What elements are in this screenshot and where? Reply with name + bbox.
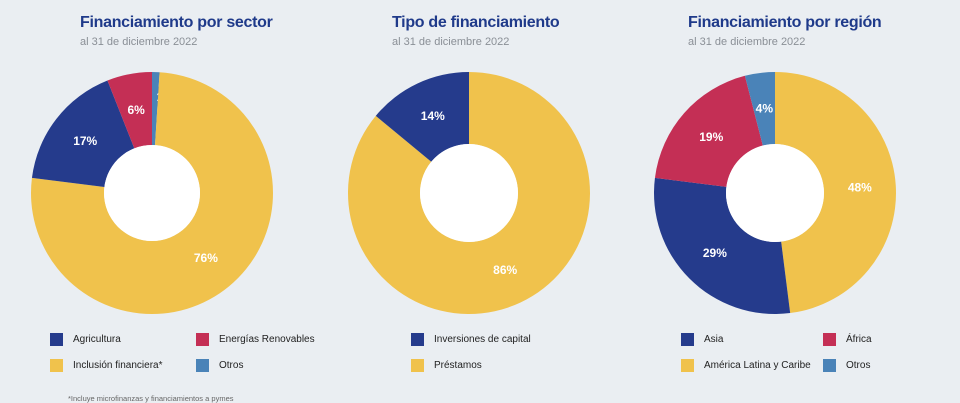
legend-swatch — [411, 359, 424, 372]
legend-item-asia: Asia — [681, 333, 723, 346]
legend-label: Inclusión financiera* — [73, 360, 163, 371]
slice-percent-label: 86% — [493, 263, 517, 277]
legend-item-inversiones: Inversiones de capital — [411, 333, 531, 346]
slice-percent-label: 48% — [848, 181, 872, 195]
slice-otros — [744, 72, 775, 146]
slice-percent-label: 29% — [703, 246, 727, 260]
legend-item-energias: Energías Renovables — [196, 333, 315, 346]
legend-swatch — [681, 359, 694, 372]
slice--frica — [654, 75, 763, 187]
legend-swatch — [50, 333, 63, 346]
legend-swatch — [681, 333, 694, 346]
legend-item-africa: África — [823, 333, 872, 346]
donut-hole — [420, 144, 518, 242]
legend-label: Agricultura — [73, 334, 121, 345]
legend-label: Otros — [219, 360, 244, 371]
chart-subtitle-sector: al 31 de diciembre 2022 — [80, 36, 198, 48]
slice-am-rica-latina-y-caribe — [775, 72, 896, 314]
legend-label: África — [846, 334, 872, 345]
slice-percent-label: 6% — [127, 103, 145, 117]
footnote: *Incluye microfinanzas y financiamientos… — [68, 393, 234, 403]
donut-hole — [726, 144, 824, 242]
donut-chart-tipo: 86% 14% — [348, 72, 590, 314]
legend-swatch — [196, 359, 209, 372]
legend-item-inclusion: Inclusión financiera* — [50, 359, 163, 372]
legend-item-agricultura: Agricultura — [50, 333, 121, 346]
slice-inclusi-n-financiera- — [31, 72, 274, 314]
slice-percent-label: 14% — [421, 109, 445, 123]
legend-item-america: América Latina y Caribe — [681, 359, 811, 372]
legend-label: Préstamos — [434, 360, 482, 371]
slice-percent-label: 19% — [699, 130, 723, 144]
legend-item-otros-sector: Otros — [196, 359, 243, 372]
legend-label: Energías Renovables — [219, 334, 315, 345]
chart-title-tipo: Tipo de financiamiento — [392, 14, 560, 31]
donut-hole — [104, 145, 200, 241]
legend-item-prestamos: Préstamos — [411, 359, 482, 372]
slice-inversiones-de-capital — [375, 72, 469, 162]
legend-label: Asia — [704, 334, 724, 345]
slice-pr-stamos — [348, 72, 590, 314]
legend-item-otros-region: Otros — [823, 359, 870, 372]
legend-label: América Latina y Caribe — [704, 360, 811, 371]
chart-title-sector: Financiamiento por sector — [80, 14, 273, 31]
slice-percent-label: 17% — [73, 134, 97, 148]
legend-label: Otros — [846, 360, 871, 371]
legend-swatch — [823, 333, 836, 346]
chart-subtitle-tipo: al 31 de diciembre 2022 — [392, 36, 510, 48]
slice-asia — [654, 177, 791, 314]
chart-subtitle-region: al 31 de diciembre 2022 — [688, 36, 806, 48]
legend-swatch — [823, 359, 836, 372]
slice-agricultura — [31, 80, 135, 187]
donut-chart-sector: 1%76%17%6% — [31, 72, 274, 314]
donut-chart-region: 48% 29% 19% 4% — [654, 72, 896, 314]
slice-energ-as-renovables — [107, 72, 152, 149]
slice-percent-label: 4% — [756, 102, 774, 116]
legend-swatch — [50, 359, 63, 372]
legend-swatch — [411, 333, 424, 346]
legend-label: Inversiones de capital — [434, 334, 531, 345]
slice-percent-label: 76% — [194, 251, 218, 265]
chart-title-region: Financiamiento por región — [688, 14, 882, 31]
legend-swatch — [196, 333, 209, 346]
